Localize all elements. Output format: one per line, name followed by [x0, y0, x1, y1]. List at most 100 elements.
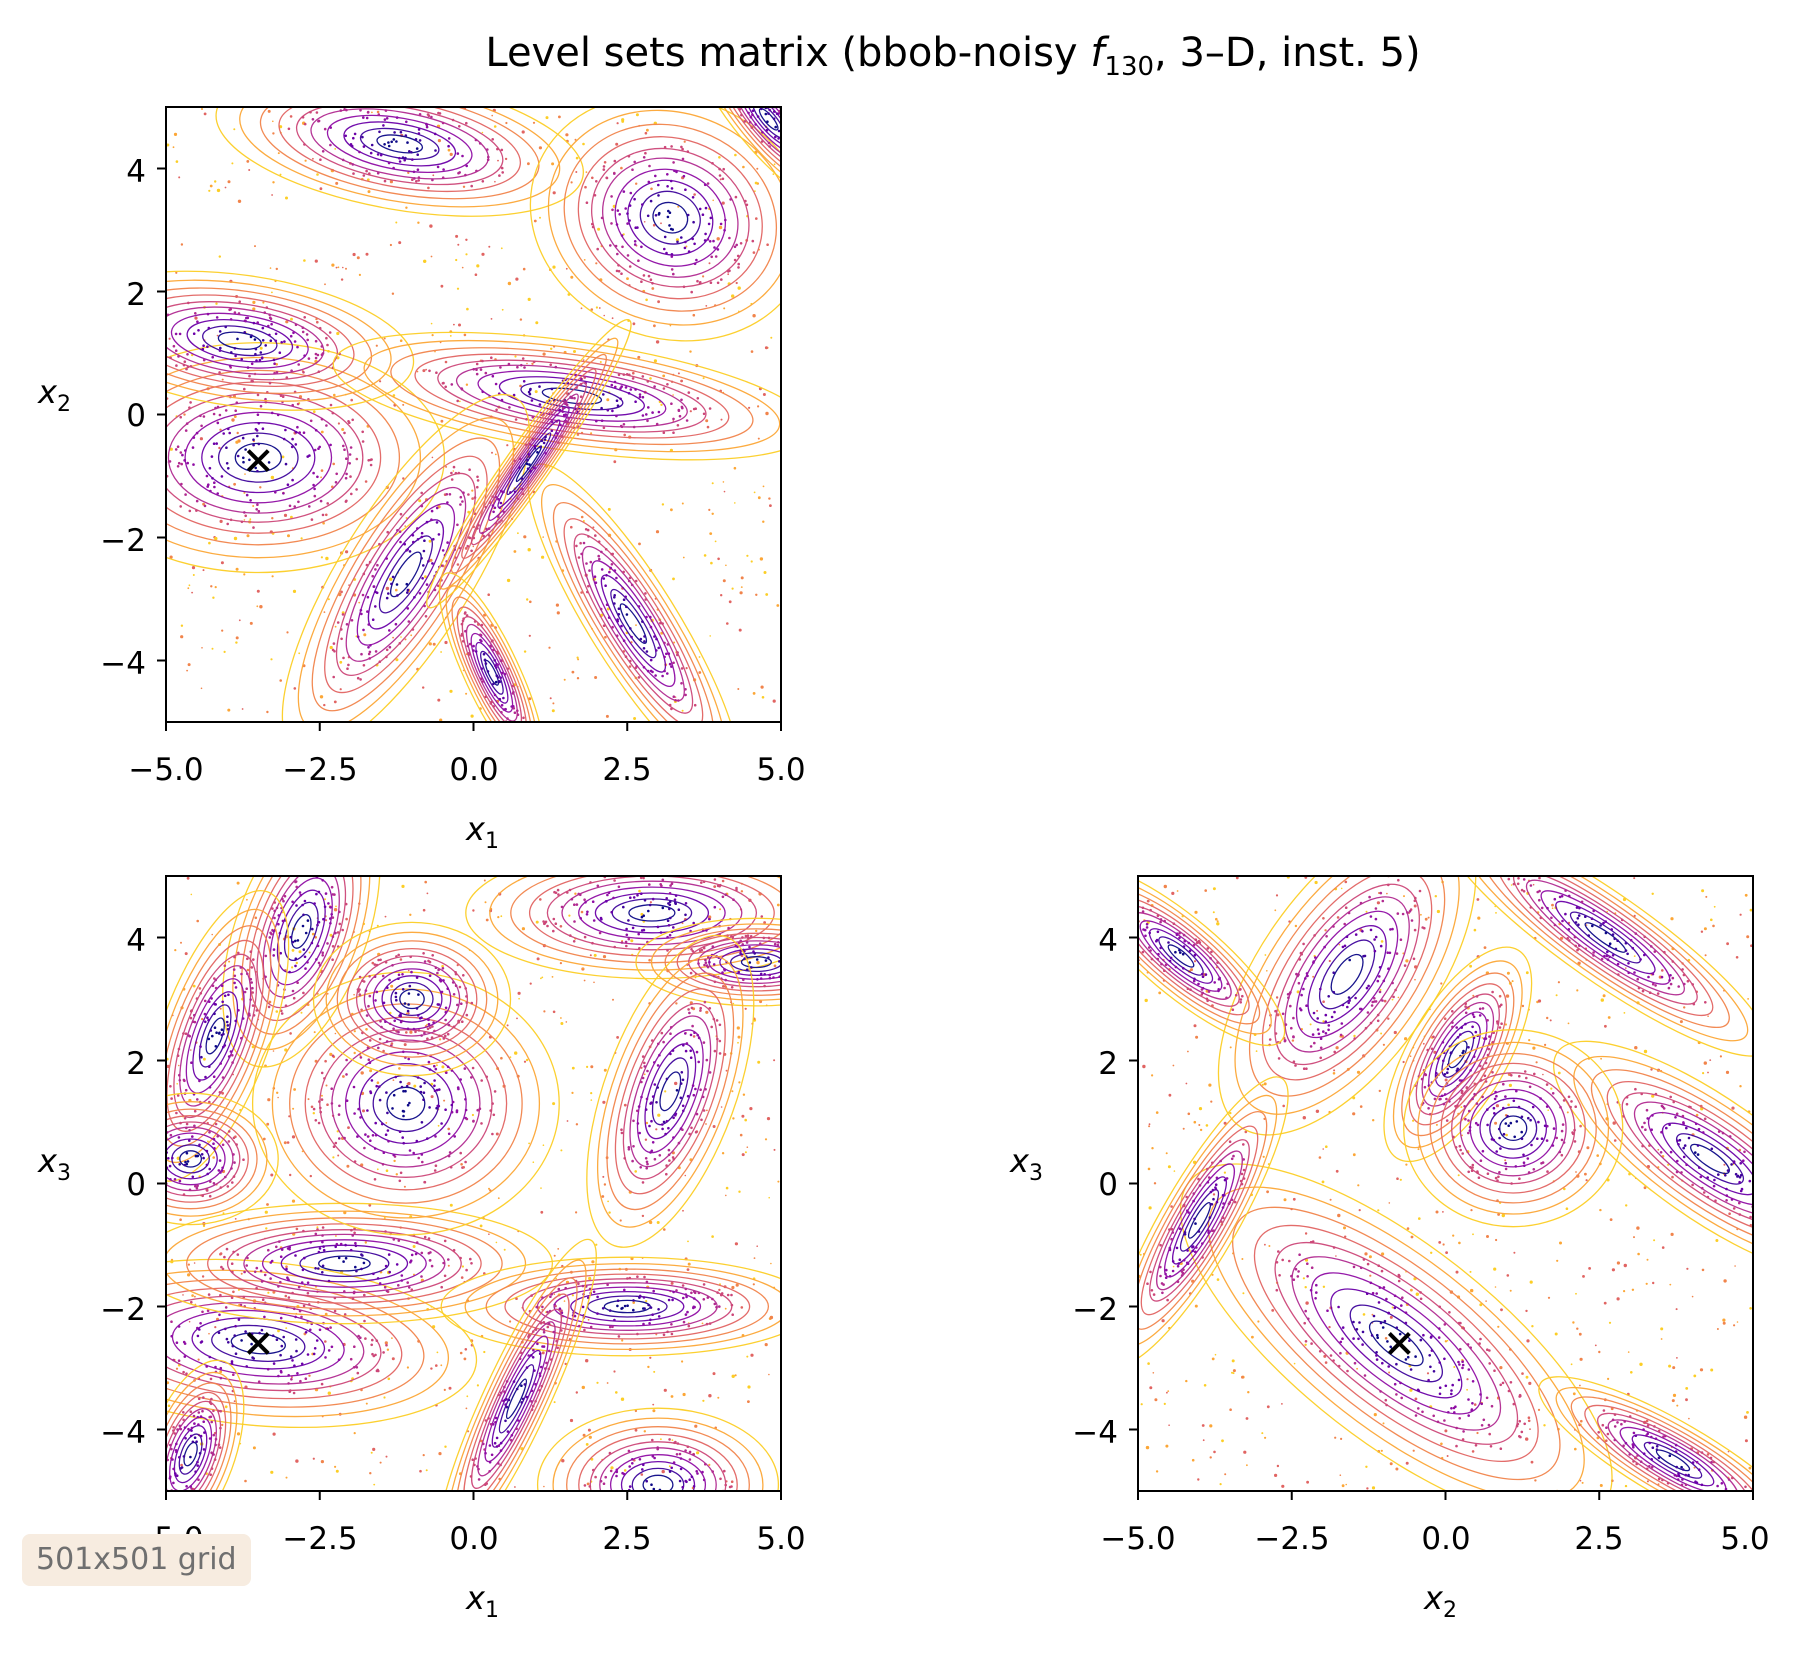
noise-dot [439, 1038, 442, 1041]
sample-dot [271, 1334, 275, 1337]
noise-dot [403, 1043, 407, 1047]
noise-dot [545, 116, 549, 120]
sample-dot [412, 1151, 416, 1155]
sample-dot [616, 620, 619, 623]
noise-dot [1337, 1213, 1341, 1218]
noise-dot [1405, 1163, 1408, 1166]
noise-dot [1444, 1429, 1448, 1433]
sample-dot [242, 1295, 246, 1299]
sample-dot [304, 967, 307, 970]
noise-dot [324, 1340, 327, 1343]
noise-dot [1444, 1340, 1448, 1343]
noise-dot [585, 1359, 589, 1363]
noise-dot [203, 1057, 206, 1061]
noise-dot [437, 698, 441, 702]
sample-dot [173, 1178, 177, 1181]
sample-dot [147, 473, 150, 476]
sample-dot [604, 900, 608, 903]
sample-dot [428, 960, 432, 964]
sample-dot [253, 338, 257, 341]
noise-dot [320, 556, 323, 559]
noise-dot [1507, 1103, 1510, 1107]
noise-dot [507, 281, 512, 286]
sample-dot [224, 325, 227, 329]
sample-dot [636, 1109, 639, 1113]
sample-dot [225, 1337, 229, 1341]
sample-dot [297, 363, 301, 366]
sample-dot [622, 190, 626, 193]
sample-dot [428, 974, 432, 977]
sample-dot [224, 1175, 227, 1179]
sample-dot [733, 258, 737, 262]
sample-dot [260, 1280, 264, 1283]
sample-dot [350, 492, 353, 496]
sample-dot [499, 1391, 503, 1395]
noise-dot [759, 1000, 763, 1004]
sample-dot [515, 1387, 519, 1391]
noise-dot [1440, 1442, 1443, 1446]
sample-dot [367, 103, 370, 106]
sample-dot [369, 151, 373, 155]
noise-dot [1208, 1083, 1212, 1087]
sample-dot [692, 1305, 695, 1309]
noise-dot [1168, 1093, 1172, 1097]
sample-dot [172, 1358, 175, 1362]
sample-dot [258, 1331, 261, 1335]
noise-dot [289, 1032, 292, 1035]
noise-dot [1494, 1121, 1498, 1125]
sample-dot [641, 620, 644, 623]
noise-dot [437, 1124, 440, 1127]
sample-dot [227, 427, 230, 431]
sample-dot [183, 1355, 187, 1358]
sample-dot [673, 169, 676, 173]
sample-dot [425, 122, 428, 126]
sample-dot [461, 640, 465, 643]
sample-dot [269, 1277, 272, 1280]
sample-dot [345, 1099, 349, 1102]
sample-dot [472, 536, 476, 540]
level-set-contour [226, 1229, 462, 1298]
sample-dot [273, 916, 276, 920]
noise-dot [543, 1010, 546, 1013]
sample-dot [790, 149, 793, 152]
sample-dot [589, 1325, 593, 1329]
noise-dot [300, 1011, 303, 1014]
noise-dot [737, 1041, 739, 1044]
sample-dot [456, 523, 459, 527]
sample-dot [476, 527, 479, 530]
sample-dot [541, 1296, 544, 1299]
level-set-contour [620, 1460, 696, 1491]
noise-dot [766, 243, 769, 246]
sample-dot [312, 1107, 316, 1111]
sample-dot [280, 341, 284, 344]
sample-dot [492, 1113, 496, 1117]
sample-dot [662, 1525, 665, 1528]
sample-dot [382, 1151, 386, 1154]
sample-dot [232, 1175, 236, 1178]
sample-dot [209, 1029, 213, 1032]
sample-dot [708, 917, 711, 921]
sample-dot [699, 281, 702, 284]
sample-dot [209, 1415, 213, 1419]
sample-dot [368, 650, 372, 654]
sample-dot [609, 1469, 613, 1473]
noise-dot [1417, 1148, 1420, 1151]
sample-dot [197, 1411, 201, 1414]
sample-dot [340, 637, 343, 641]
noise-dot [1637, 1252, 1640, 1256]
sample-dot [294, 964, 297, 968]
sample-dot [697, 1291, 701, 1295]
sample-dot [611, 1325, 614, 1329]
noise-dot [750, 560, 753, 563]
noise-dot [239, 1108, 242, 1112]
sample-dot [549, 1295, 552, 1298]
sample-dot [235, 1143, 238, 1146]
sample-dot [359, 608, 363, 612]
sample-dot [341, 928, 345, 932]
sample-dot [724, 978, 727, 982]
sample-dot [329, 443, 332, 447]
sample-dot [500, 166, 504, 170]
sample-dot [166, 1458, 169, 1462]
level-set-contour [547, 109, 781, 326]
noise-dot [604, 635, 607, 639]
